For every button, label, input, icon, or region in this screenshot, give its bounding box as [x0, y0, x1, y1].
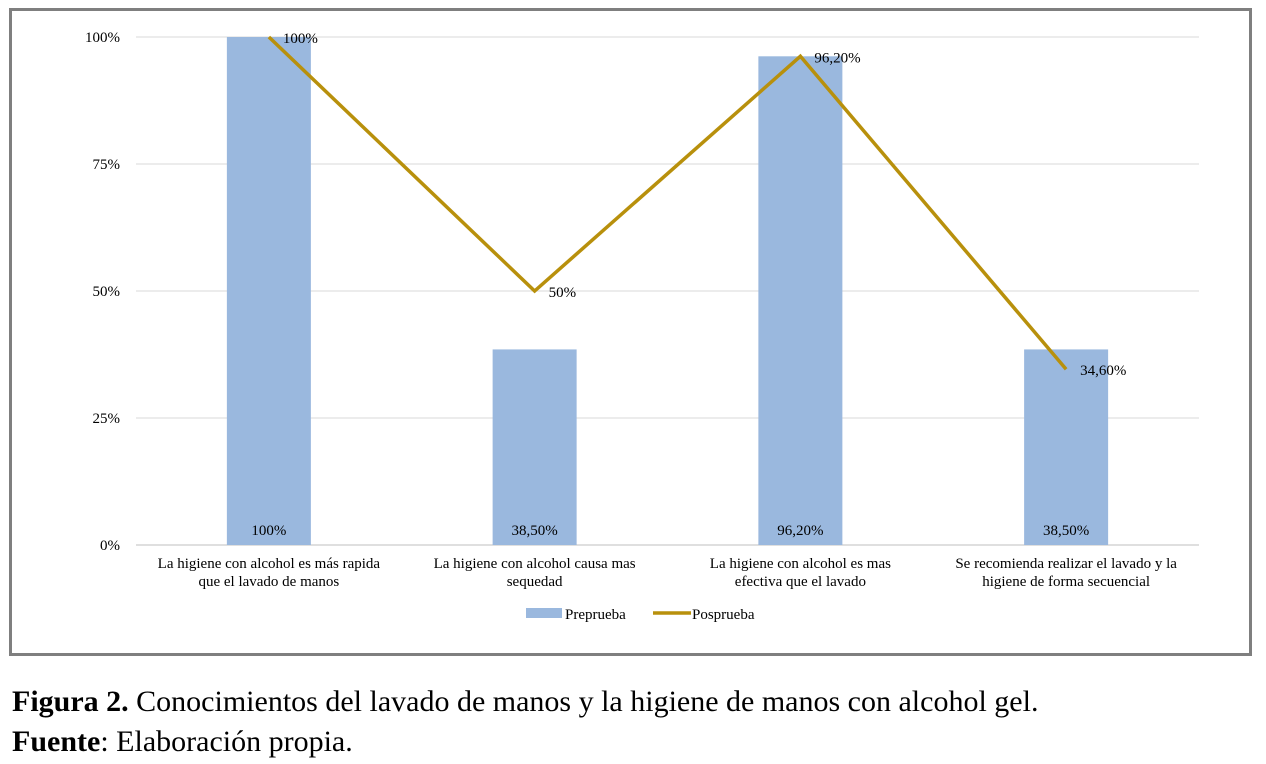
line-data-label: 100%	[283, 31, 318, 47]
legend-swatch-bar	[526, 608, 562, 618]
source-label: Fuente	[12, 725, 101, 758]
figure-caption: Figura 2. Conocimientos del lavado de ma…	[12, 682, 1038, 762]
line-data-label: 34,60%	[1080, 363, 1126, 379]
y-tick-label: 100%	[85, 30, 120, 46]
bar	[492, 349, 577, 545]
figure-label: Figura 2.	[12, 685, 129, 718]
bar-data-label: 100%	[251, 523, 286, 539]
x-category-label: Se recomienda realizar el lavado y la	[955, 556, 1177, 572]
bar	[226, 37, 311, 545]
chart-frame: 0% 25% 50% 75% 100% 100% 38,50% 96,20% 38,50% 100…	[9, 8, 1252, 656]
legend-label: Posprueba	[692, 607, 755, 623]
x-category-label: higiene de forma secuencial	[982, 574, 1150, 590]
source-text: : Elaboración propia.	[100, 725, 353, 758]
x-category-label: efectiva que el lavado	[735, 574, 866, 590]
y-tick-label: 0%	[100, 538, 120, 554]
x-category-label: que el lavado de manos	[198, 574, 339, 590]
bar	[758, 56, 843, 545]
line-data-label: 50%	[549, 285, 577, 301]
bar-data-label: 38,50%	[1043, 523, 1089, 539]
y-tick-label: 75%	[93, 157, 121, 173]
line-data-label: 96,20%	[814, 50, 860, 66]
x-category-label: La higiene con alcohol es más rapida	[158, 556, 381, 572]
legend-label: Preprueba	[565, 607, 626, 623]
bar	[1024, 349, 1109, 545]
caption-line-source: Fuente: Elaboración propia.	[12, 722, 1038, 762]
bar-data-label: 96,20%	[777, 523, 823, 539]
line-series	[267, 35, 1068, 371]
x-category-label: sequedad	[507, 574, 563, 590]
caption-line-figure: Figura 2. Conocimientos del lavado de ma…	[12, 682, 1038, 722]
x-category-label: La higiene con alcohol es mas	[710, 556, 891, 572]
x-category-label: La higiene con alcohol causa mas	[434, 556, 636, 572]
y-tick-label: 25%	[93, 411, 121, 427]
y-tick-label: 50%	[93, 284, 121, 300]
bar-data-label: 38,50%	[512, 523, 558, 539]
chart: 0% 25% 50% 75% 100% 100% 38,50% 96,20% 38,50% 100…	[85, 30, 1199, 623]
figure-text: Conocimientos del lavado de manos y la h…	[128, 685, 1039, 718]
